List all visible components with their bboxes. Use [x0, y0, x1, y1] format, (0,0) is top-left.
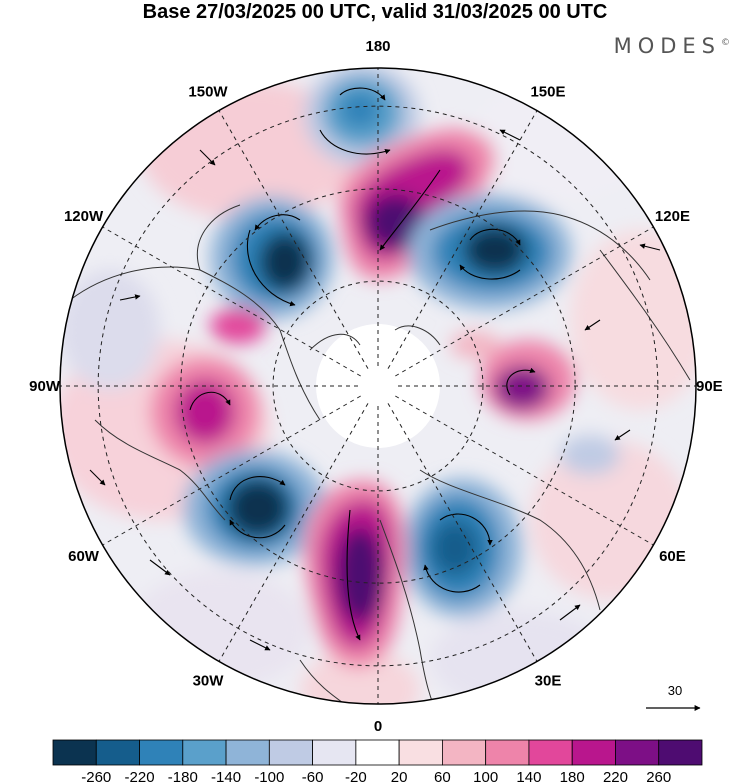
- lon-label-150e: 150E: [530, 84, 565, 101]
- lon-label-30w: 30W: [193, 672, 225, 689]
- lon-label-60e: 60E: [659, 548, 686, 565]
- lon-label-120e: 120E: [655, 208, 690, 225]
- longitude-labels: 180 150E 120E 90E 60E 30E 0 30W 60W 90W 120W 150W: [29, 38, 723, 735]
- coastlines: [69, 204, 691, 704]
- lon-label-120w: 120W: [64, 208, 104, 225]
- logo-text: MODES: [613, 34, 721, 58]
- logo-mark: ©: [721, 38, 730, 48]
- lon-label-180: 180: [365, 38, 390, 55]
- lon-label-60w: 60W: [68, 548, 100, 565]
- anomaly-field: [60, 68, 696, 704]
- lon-label-0: 0: [374, 718, 382, 735]
- wind-vectors: [89, 87, 661, 651]
- map-title: Base 27/03/2025 00 UTC, valid 31/03/2025…: [142, 1, 608, 23]
- lon-label-150w: 150W: [188, 84, 228, 101]
- reference-vector-label: 30: [668, 683, 682, 698]
- map-frame: [59, 67, 697, 705]
- graticule: [60, 68, 696, 704]
- lon-label-30e: 30E: [535, 672, 562, 689]
- lon-label-90w: 90W: [29, 378, 61, 395]
- modes-logo: MODES©: [614, 34, 730, 58]
- lon-label-90e: 90E: [696, 378, 723, 395]
- reference-vector: 30: [646, 683, 701, 711]
